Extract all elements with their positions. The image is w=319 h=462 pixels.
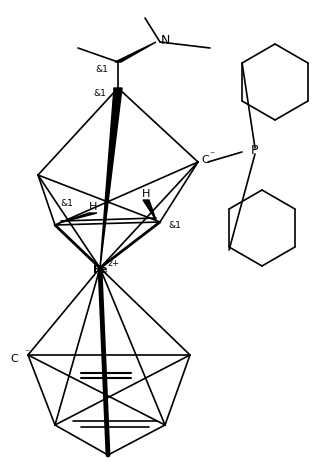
Text: H: H [142, 189, 150, 199]
Text: ⁻: ⁻ [24, 348, 29, 358]
Text: &1: &1 [93, 90, 106, 98]
Text: &1: &1 [95, 66, 108, 74]
Text: ⁻: ⁻ [209, 150, 214, 160]
Polygon shape [143, 200, 156, 220]
Text: N: N [160, 34, 170, 47]
Text: 2+: 2+ [107, 259, 119, 267]
Polygon shape [115, 42, 156, 62]
Text: P: P [250, 144, 258, 157]
Text: &1: &1 [60, 199, 73, 207]
Polygon shape [100, 88, 122, 268]
Text: Fe: Fe [93, 265, 107, 275]
Polygon shape [59, 213, 97, 223]
Text: &1: &1 [168, 220, 181, 230]
Text: C: C [10, 354, 18, 364]
Text: H: H [89, 202, 97, 212]
Text: C: C [201, 155, 209, 165]
